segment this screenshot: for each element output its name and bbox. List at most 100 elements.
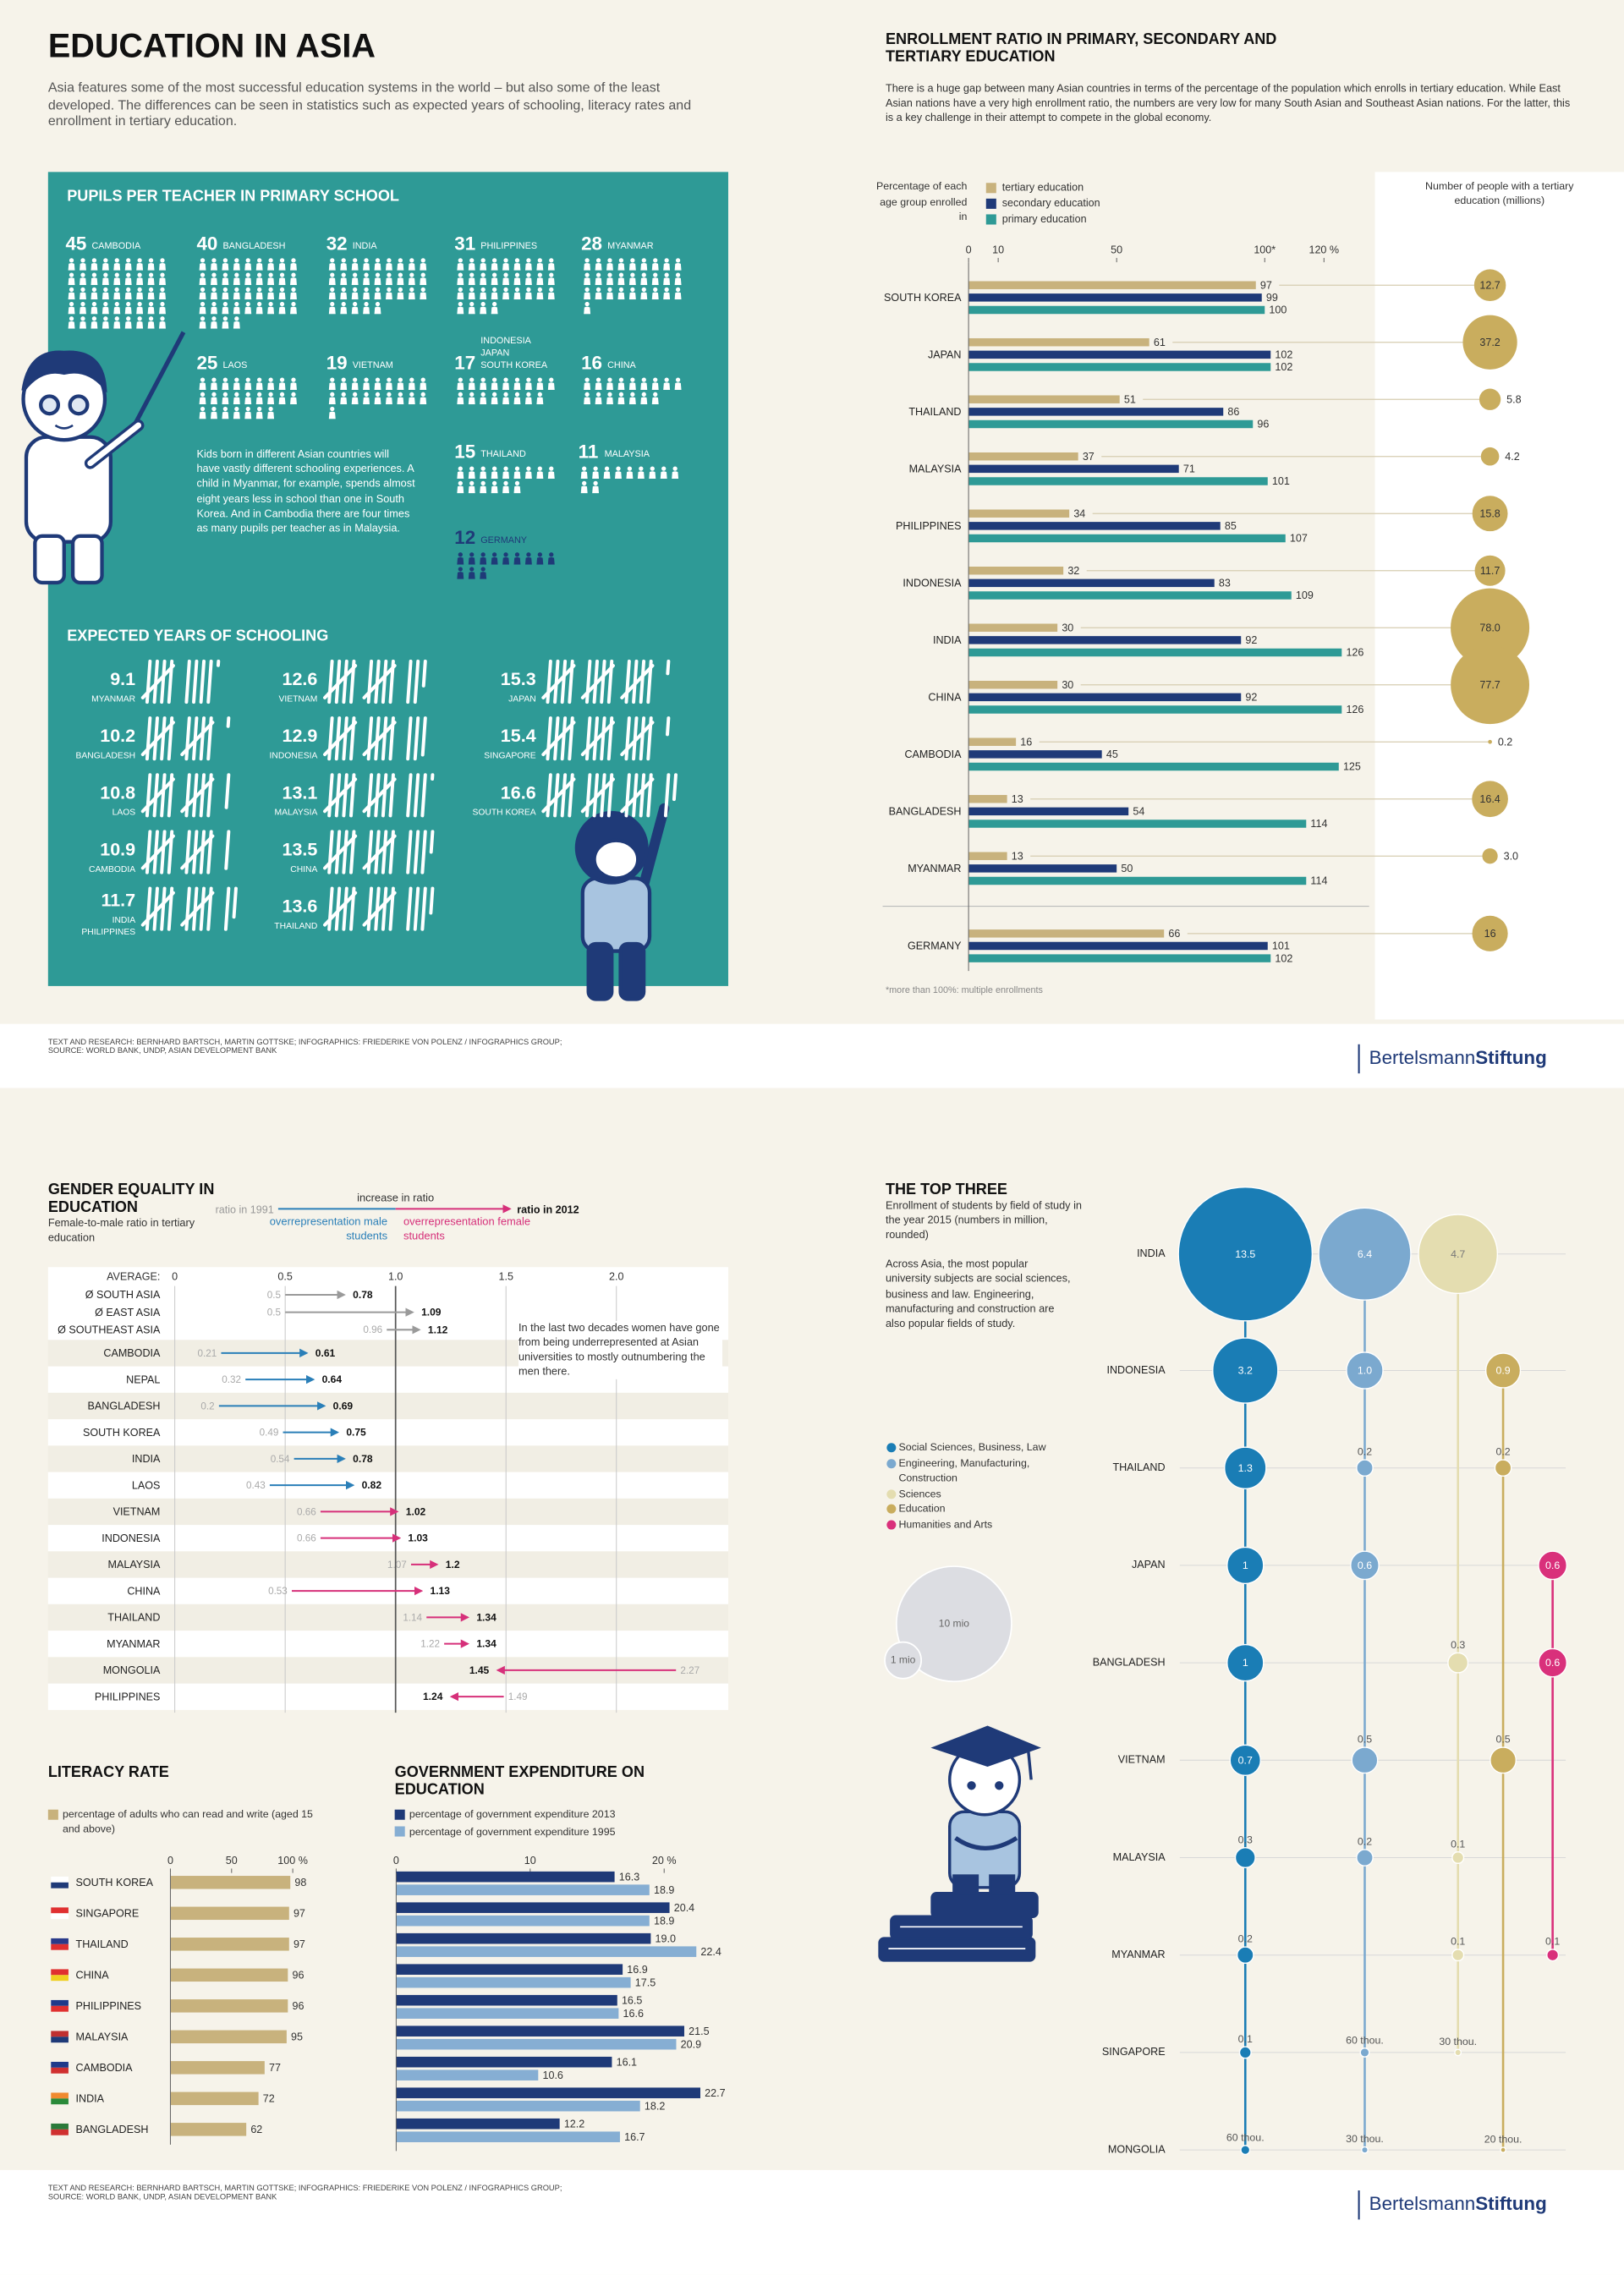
- bar: [396, 1976, 631, 1988]
- bubble: [1356, 1459, 1374, 1477]
- category-label: MYANMAR: [908, 863, 961, 874]
- flag: [51, 2037, 69, 2043]
- category-label: VIETNAM: [353, 360, 393, 370]
- value-label: 77: [269, 2062, 281, 2074]
- category-label: THAILAND: [107, 1612, 160, 1624]
- value-label: 28: [581, 233, 602, 254]
- legend-label: secondary education: [1002, 197, 1100, 209]
- tally-marks: [140, 773, 231, 818]
- row-band: [47, 1631, 728, 1658]
- tally-stroke: [160, 773, 167, 818]
- tally-slash: [620, 664, 655, 699]
- flag: [51, 2061, 69, 2068]
- tally-stroke: [413, 830, 420, 874]
- tally-marks: [140, 830, 231, 874]
- end-label: 1.45: [469, 1664, 490, 1676]
- value-label: 92: [1245, 692, 1257, 704]
- start-label: 0.66: [297, 1506, 316, 1517]
- bar: [968, 566, 1064, 575]
- bubble-label: 0.1: [1451, 1838, 1465, 1850]
- legend-label-box: Humanities and Arts: [898, 1517, 992, 1530]
- tally-stroke: [160, 659, 167, 704]
- category-label: CHINA: [607, 360, 636, 370]
- bubble: [1359, 2047, 1370, 2058]
- category-label: THAILAND: [480, 449, 526, 459]
- start-label: 0.5: [267, 1290, 282, 1301]
- bubble: [1482, 848, 1498, 864]
- value-label: 11: [579, 441, 599, 463]
- category-label: MONGOLIA: [1108, 2143, 1166, 2155]
- row-band: [47, 1603, 728, 1631]
- bubble: [1451, 1851, 1465, 1865]
- value-label: 62: [250, 2124, 262, 2135]
- legend-label: percentage of government expenditure 199…: [409, 1823, 616, 1838]
- category-label: NEPAL: [126, 1373, 160, 1385]
- legend-label-box: Engineering, Manufacturing, Construction: [898, 1456, 1029, 1484]
- category-label: INDIA: [112, 916, 136, 925]
- bar: [968, 534, 1286, 543]
- legend-label-box: Social Sciences, Business, Law: [898, 1440, 1045, 1453]
- x-tick-label: 1.0: [388, 1271, 403, 1283]
- start-label: 0.5: [267, 1307, 282, 1318]
- bar: [968, 941, 1268, 951]
- value-label: 85: [1225, 520, 1237, 532]
- category-label: VIETNAM: [278, 694, 317, 704]
- category-label: CHINA: [290, 865, 317, 874]
- tally-stroke: [327, 830, 334, 874]
- tally-stroke: [145, 716, 152, 761]
- x-tick-label: 100 %: [277, 1855, 308, 1867]
- bubble: [1538, 1550, 1567, 1581]
- bar: [968, 363, 1271, 371]
- value-label: 97: [294, 1907, 305, 1919]
- x-tick-label: 1.5: [498, 1271, 513, 1283]
- tally-stroke: [546, 659, 552, 704]
- value-label: 101: [1272, 475, 1290, 487]
- credits-box: TEXT AND RESEARCH: BERNHARD BARTSCH, MAR…: [48, 2185, 562, 2202]
- value-label: 20.9: [681, 2038, 701, 2050]
- logo-bold: Stiftung: [1475, 1047, 1547, 1068]
- tally-stroke: [184, 716, 191, 761]
- value-label: 96: [1257, 419, 1269, 430]
- category-label: INDIA: [353, 241, 378, 251]
- bubble-label: 0.5: [1358, 1734, 1372, 1746]
- tally-marks: [323, 773, 435, 818]
- value-label: 40: [196, 233, 217, 254]
- tally-slash: [620, 777, 655, 814]
- category-label: INDONESIA: [480, 336, 531, 346]
- value-label: 97: [1260, 279, 1272, 291]
- value-label: 34: [1073, 507, 1085, 519]
- flag: [51, 2092, 69, 2099]
- value-label: 15: [454, 441, 475, 463]
- tally-partial: [666, 716, 671, 737]
- tally-marks: [541, 773, 678, 818]
- category-label: MALAYSIA: [1113, 1851, 1166, 1863]
- legend-label-box: overrepresentation male students: [270, 1214, 387, 1242]
- value-label: 114: [1310, 818, 1327, 830]
- bubble-label: 0.2: [1358, 1446, 1372, 1458]
- page-title: EDUCATION IN ASIA: [48, 27, 376, 64]
- legend-label-box: Sciences: [898, 1487, 941, 1499]
- value-label: 114: [1310, 875, 1327, 887]
- bar: [968, 693, 1242, 702]
- bubble-label: 3.2: [1238, 1365, 1253, 1377]
- bubble-label: 5.8: [1506, 393, 1521, 405]
- bubble-label: 30 thou.: [1346, 2133, 1384, 2145]
- category-label: SINGAPORE: [484, 752, 536, 761]
- size-legend-circle: [884, 1641, 923, 1680]
- row-band: [47, 1392, 728, 1420]
- start-label: 0.32: [222, 1374, 241, 1385]
- tally-stroke: [406, 716, 413, 761]
- value-label: 13: [1012, 850, 1023, 862]
- bar: [968, 623, 1058, 632]
- bubble: [1346, 1351, 1384, 1390]
- bar: [968, 807, 1129, 816]
- bar: [396, 2131, 620, 2142]
- bar: [396, 1994, 617, 2006]
- category-label: MYANMAR: [1111, 1949, 1165, 1960]
- bubble: [1224, 1446, 1267, 1489]
- category-label: THAILAND: [76, 1938, 129, 1950]
- value-label: 50: [1121, 863, 1133, 874]
- legend-swatch: [394, 1826, 405, 1837]
- category-label: JAPAN: [1132, 1559, 1166, 1571]
